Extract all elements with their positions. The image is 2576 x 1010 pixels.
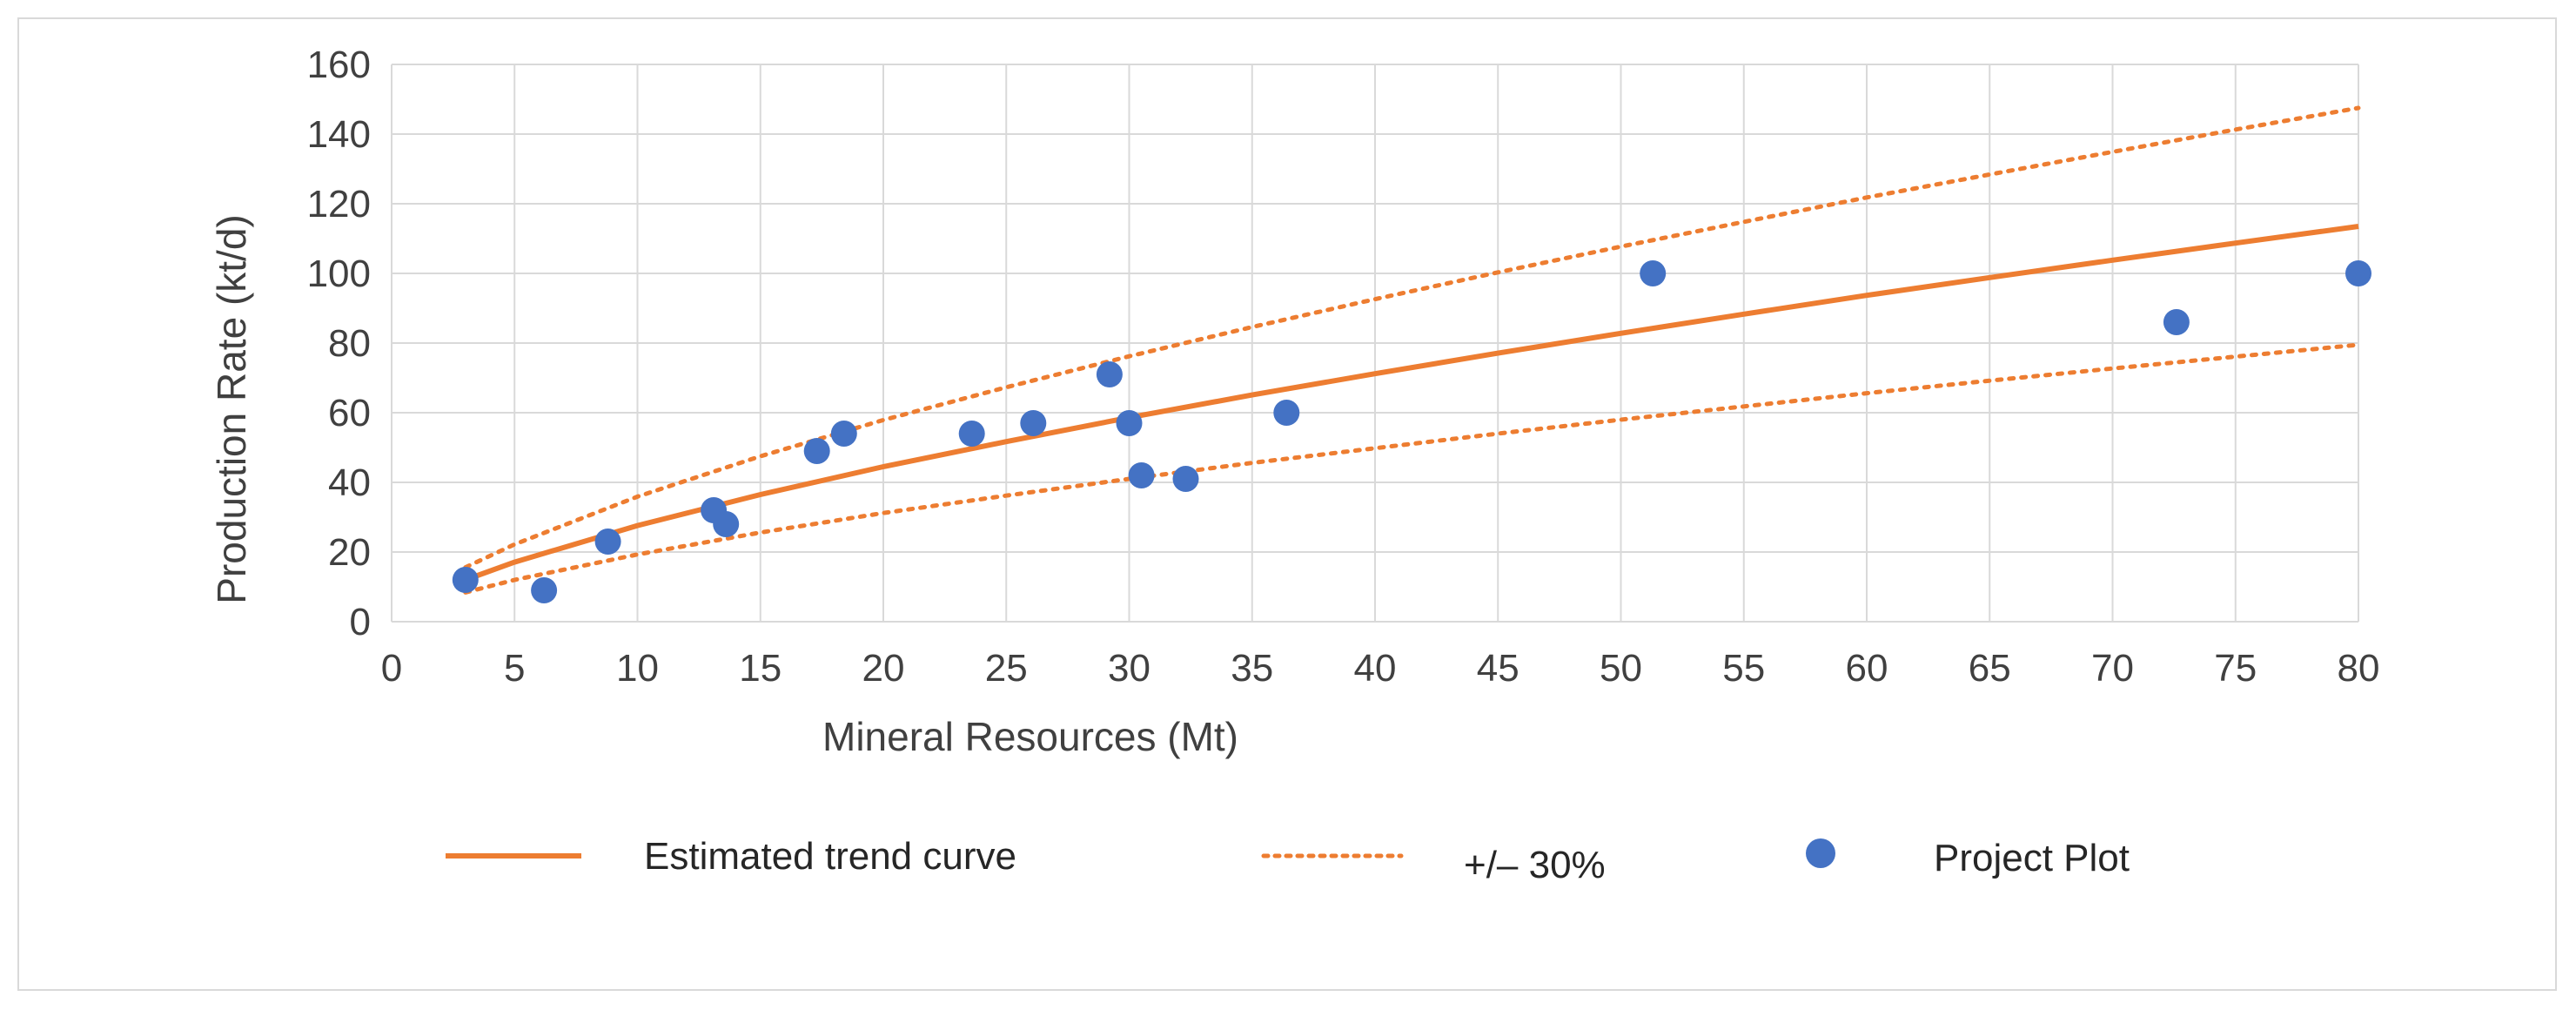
- project-point: [594, 529, 621, 555]
- project-point: [1172, 466, 1199, 492]
- x-tick-label: 0: [381, 647, 402, 690]
- legend-band-label: +/– 30%: [1464, 844, 1606, 886]
- project-point: [1640, 260, 1667, 286]
- x-tick-label: 5: [504, 647, 525, 690]
- legend-point-label: Project Plot: [1934, 837, 2130, 879]
- x-tick-label: 55: [1722, 647, 1765, 690]
- x-tick-label: 60: [1846, 647, 1888, 690]
- y-tick-label: 0: [350, 601, 371, 643]
- y-tick-label: 120: [307, 183, 371, 226]
- y-axis-title: Production Rate (kt/d): [209, 214, 254, 603]
- y-tick-label: 100: [307, 252, 371, 295]
- legend-trend-label: Estimated trend curve: [644, 835, 1016, 878]
- x-tick-label: 80: [2338, 647, 2380, 690]
- production-rate-chart: 0 5 10 15 20 25 30 35 40 45 50 55 60 65 70 75 80 0 20 40 60 8…: [209, 44, 2380, 886]
- x-tick-label: 20: [862, 647, 905, 690]
- grid-lines: [391, 64, 2359, 623]
- x-tick-label: 40: [1354, 647, 1397, 690]
- y-tick-label: 60: [328, 392, 371, 434]
- trend-curve: [464, 224, 2359, 582]
- project-point: [531, 577, 558, 603]
- x-tick-label: 45: [1477, 647, 1519, 690]
- x-tick-label: 15: [739, 647, 782, 690]
- project-points: [452, 260, 2371, 603]
- x-axis-title: Mineral Resources (Mt): [822, 714, 1238, 759]
- legend: Estimated trend curve +/– 30% Project Pl…: [446, 835, 2130, 886]
- project-point: [713, 511, 740, 537]
- y-tick-label: 80: [328, 322, 371, 365]
- x-tick-label: 65: [1969, 647, 2011, 690]
- band-line-upper: [463, 105, 2361, 570]
- y-tick-label: 160: [307, 44, 371, 86]
- x-tick-label: 30: [1108, 647, 1150, 690]
- y-tick-label: 140: [307, 113, 371, 156]
- project-point: [452, 567, 479, 593]
- chart-frame: 0 5 10 15 20 25 30 35 40 45 50 55 60 65 70 75 80 0 20 40 60 8…: [17, 17, 2557, 991]
- y-tick-label: 40: [328, 461, 371, 504]
- project-point: [2163, 309, 2190, 335]
- project-point: [1096, 361, 1123, 387]
- legend-point-swatch: [1806, 838, 1835, 868]
- x-tick-label: 10: [616, 647, 659, 690]
- band-line-lower: [463, 342, 2361, 595]
- x-tick-label: 70: [2091, 647, 2134, 690]
- y-tick-label: 20: [328, 531, 371, 574]
- project-point: [1116, 410, 1143, 436]
- project-point: [803, 438, 830, 464]
- project-point: [1273, 400, 1300, 426]
- x-tick-label: 75: [2214, 647, 2257, 690]
- trend-lines: [463, 105, 2361, 595]
- project-point: [2345, 260, 2371, 286]
- x-tick-label: 35: [1231, 647, 1273, 690]
- x-tick-label: 50: [1600, 647, 1642, 690]
- tick-labels: 0 5 10 15 20 25 30 35 40 45 50 55 60 65 70 75 80 0 20 40 60 8…: [307, 44, 2380, 690]
- project-point: [1128, 462, 1155, 488]
- project-point: [830, 421, 857, 447]
- project-point: [958, 421, 985, 447]
- x-tick-label: 25: [985, 647, 1028, 690]
- project-point: [1020, 410, 1047, 436]
